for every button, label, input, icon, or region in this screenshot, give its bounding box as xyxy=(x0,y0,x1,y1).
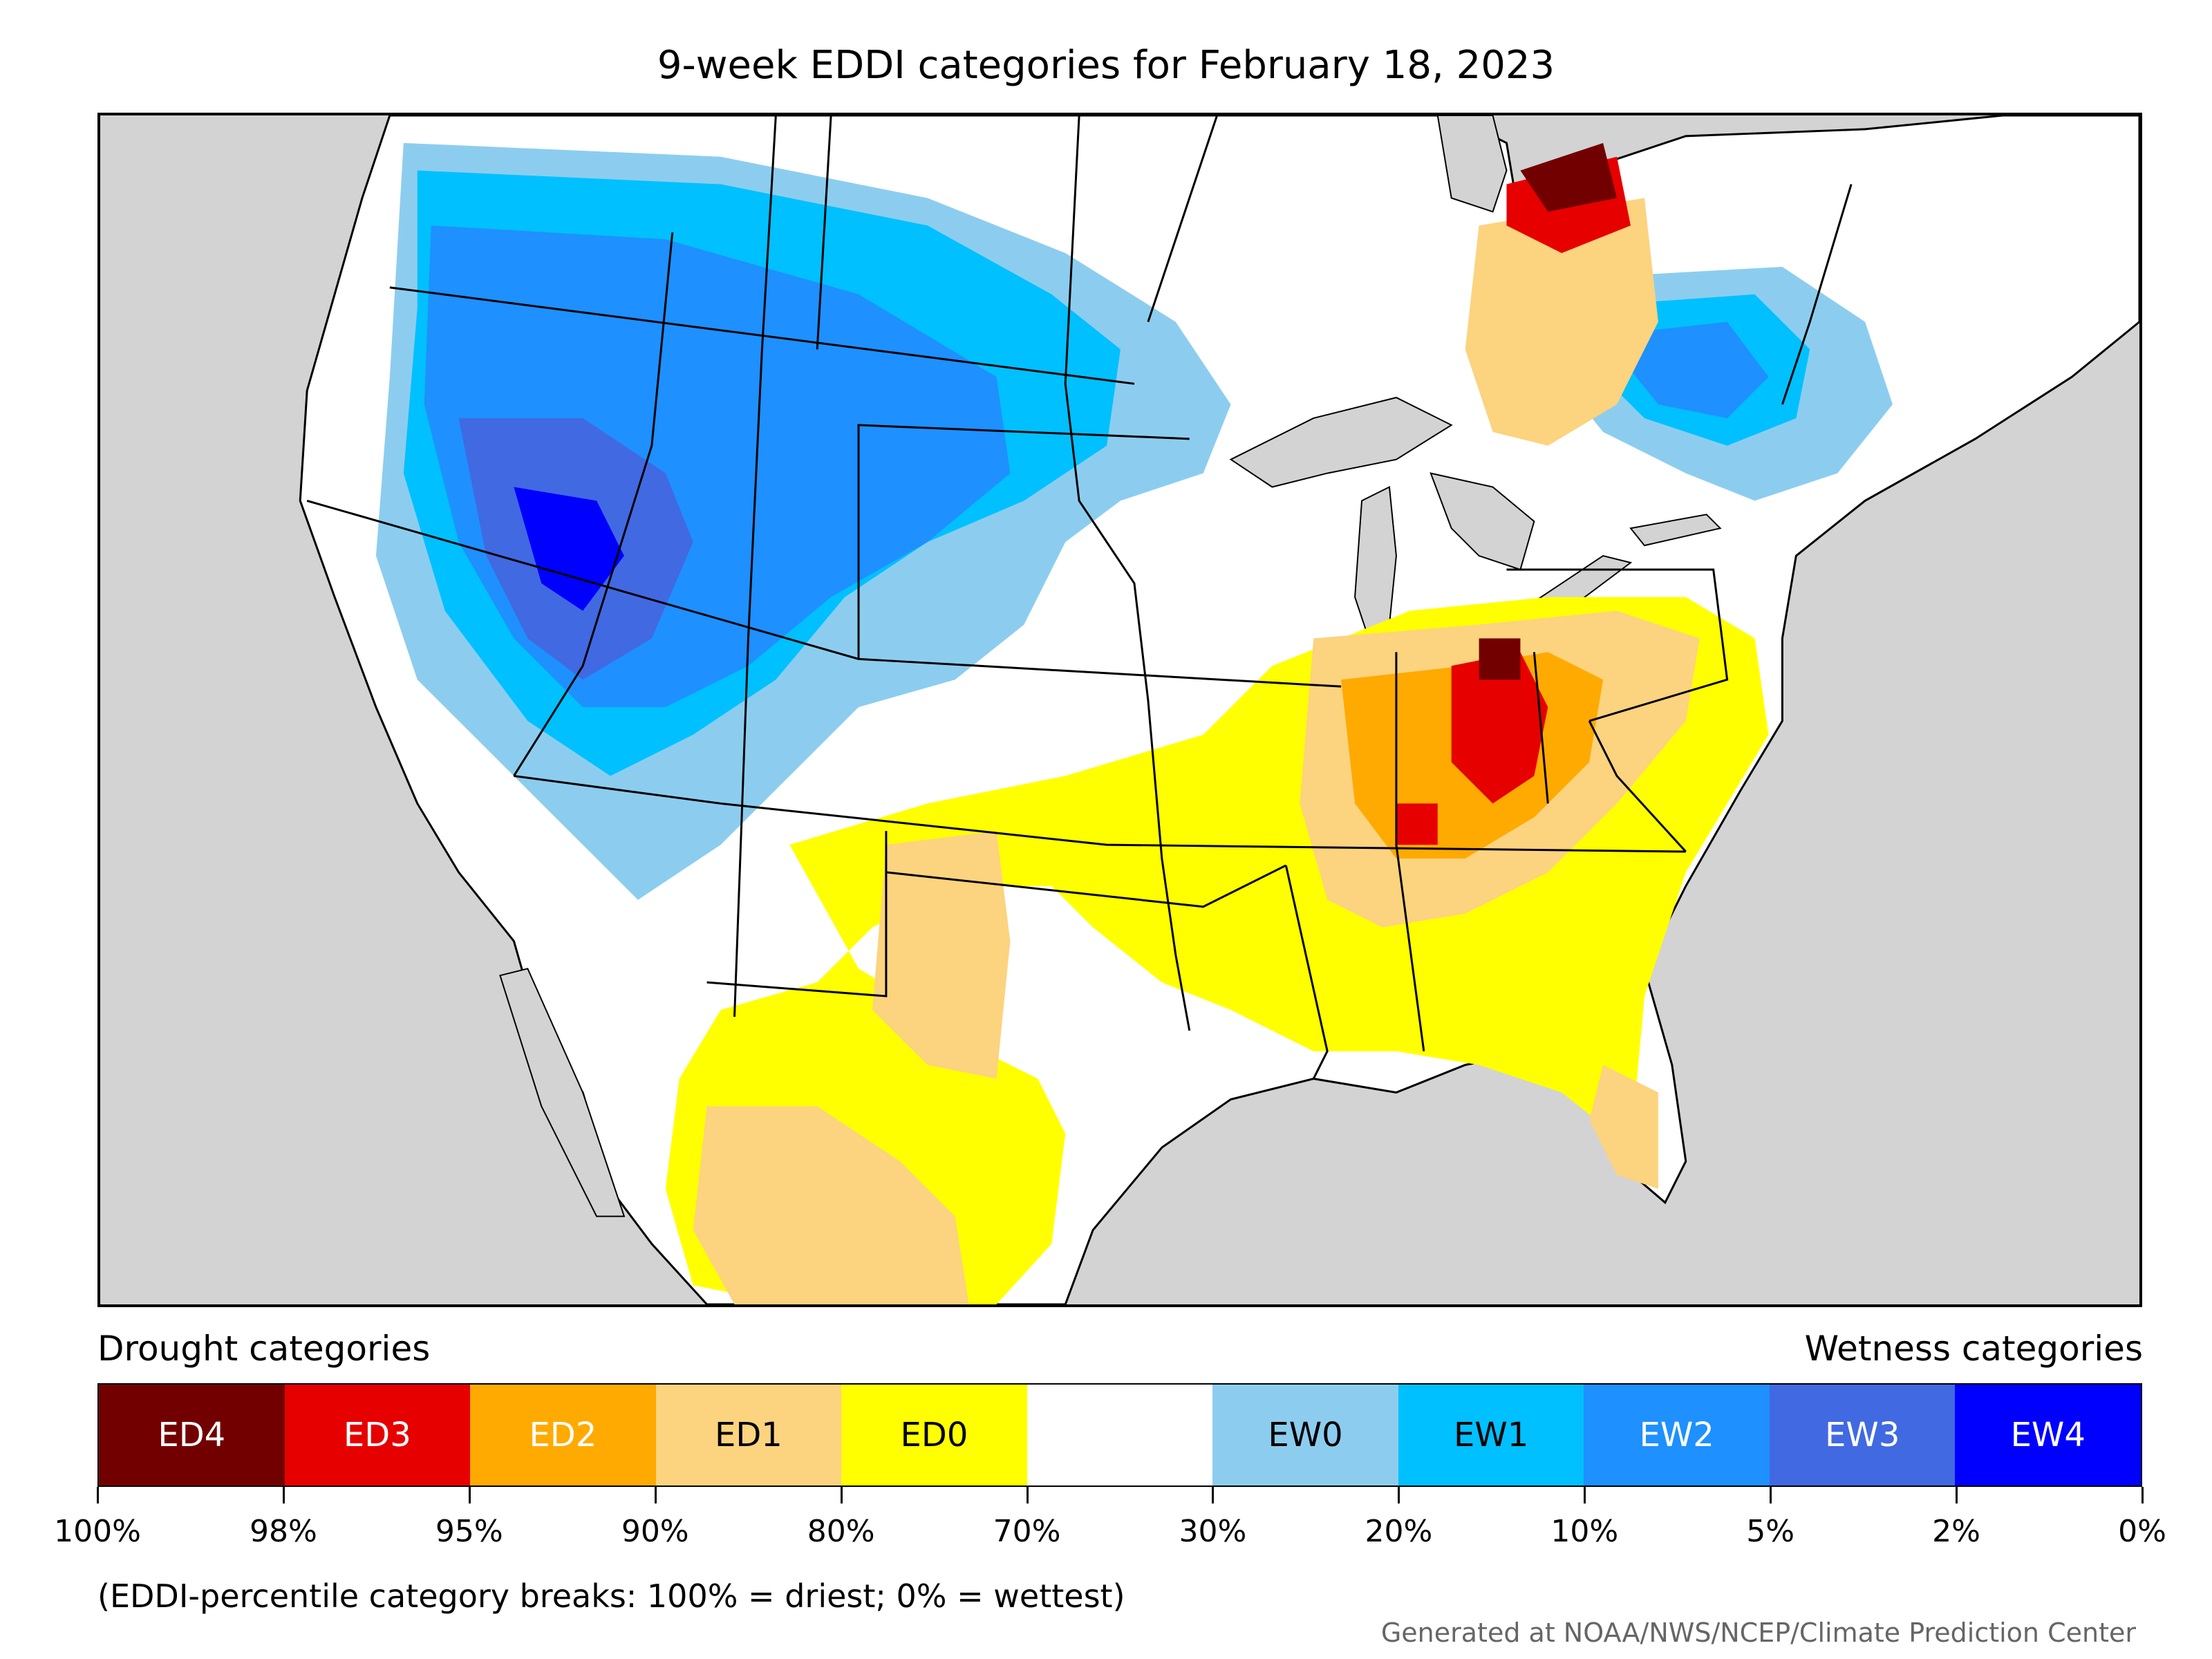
category-ed0: ED0 xyxy=(841,1385,1027,1485)
lake-ontario xyxy=(1629,514,1722,547)
james-bay xyxy=(1436,115,1508,213)
colorbar-tick-label: 2% xyxy=(1932,1514,1980,1549)
category-ew3: EW3 xyxy=(1769,1385,1956,1485)
colorbar-tick-label: 100% xyxy=(54,1514,141,1549)
drought-categories-label: Drought categories xyxy=(97,1329,431,1369)
colorbar-tick-label: 20% xyxy=(1365,1514,1433,1549)
gulf-of-california xyxy=(499,968,626,1217)
colorbar-tick xyxy=(1398,1487,1400,1503)
category-ew2: EW2 xyxy=(1584,1385,1770,1485)
colorbar-tick-label: 10% xyxy=(1550,1514,1619,1549)
credit-line: Generated at NOAA/NWS/NCEP/Climate Predi… xyxy=(1380,1618,2136,1648)
category-ew1: EW1 xyxy=(1398,1385,1584,1485)
colorbar-tick-label: 70% xyxy=(993,1514,1061,1549)
colorbar-tick xyxy=(1212,1487,1215,1503)
colorbar-tick-label: 0% xyxy=(2118,1514,2166,1549)
colorbar-tick-label: 5% xyxy=(1746,1514,1795,1549)
eddi-map xyxy=(97,113,2142,1307)
category-colorbar: ED4 ED3 ED2 ED1 ED0 EW0 EW1 EW2 EW3 EW4 xyxy=(97,1383,2142,1487)
category-breaks-footnote: (EDDI-percentile category breaks: 100% =… xyxy=(97,1577,1125,1615)
colorbar-tick-label: 30% xyxy=(1179,1514,1247,1549)
colorbar-tick xyxy=(282,1487,285,1503)
political-boundaries xyxy=(306,115,1853,1080)
wetness-categories-label: Wetness categories xyxy=(1804,1329,2143,1369)
category-ed1: ED1 xyxy=(655,1385,842,1485)
colorbar-tick-label: 90% xyxy=(621,1514,689,1549)
map-title: 9-week EDDI categories for February 18, … xyxy=(657,43,1555,88)
colorbar-tick xyxy=(1956,1487,1958,1503)
lake-michigan xyxy=(1354,485,1397,640)
colorbar-tick xyxy=(97,1487,99,1503)
colorbar-tick xyxy=(468,1487,471,1503)
colorbar-tick-label: 95% xyxy=(435,1514,503,1549)
colorbar-tick xyxy=(1026,1487,1029,1503)
colorbar-ticks xyxy=(97,1487,2144,1508)
colorbar-tick xyxy=(654,1487,657,1503)
category-ed2: ED2 xyxy=(470,1385,656,1485)
colorbar-tick xyxy=(840,1487,843,1503)
category-ed4: ED4 xyxy=(99,1385,285,1485)
category-ed3: ED3 xyxy=(284,1385,471,1485)
colorbar-tick xyxy=(1584,1487,1586,1503)
wetness-areas xyxy=(375,142,1893,900)
category-ew0: EW0 xyxy=(1212,1385,1398,1485)
category-ew4: EW4 xyxy=(1955,1385,2141,1485)
colorbar-tick xyxy=(2141,1487,2144,1503)
colorbar-tick-label: 80% xyxy=(807,1514,875,1549)
category-none xyxy=(1027,1385,1213,1485)
colorbar-tick-label: 98% xyxy=(250,1514,317,1549)
drought-areas xyxy=(665,142,1769,1304)
map-canvas xyxy=(299,115,2139,1304)
colorbar-tick xyxy=(1770,1487,1772,1503)
lake-superior xyxy=(1229,397,1453,488)
